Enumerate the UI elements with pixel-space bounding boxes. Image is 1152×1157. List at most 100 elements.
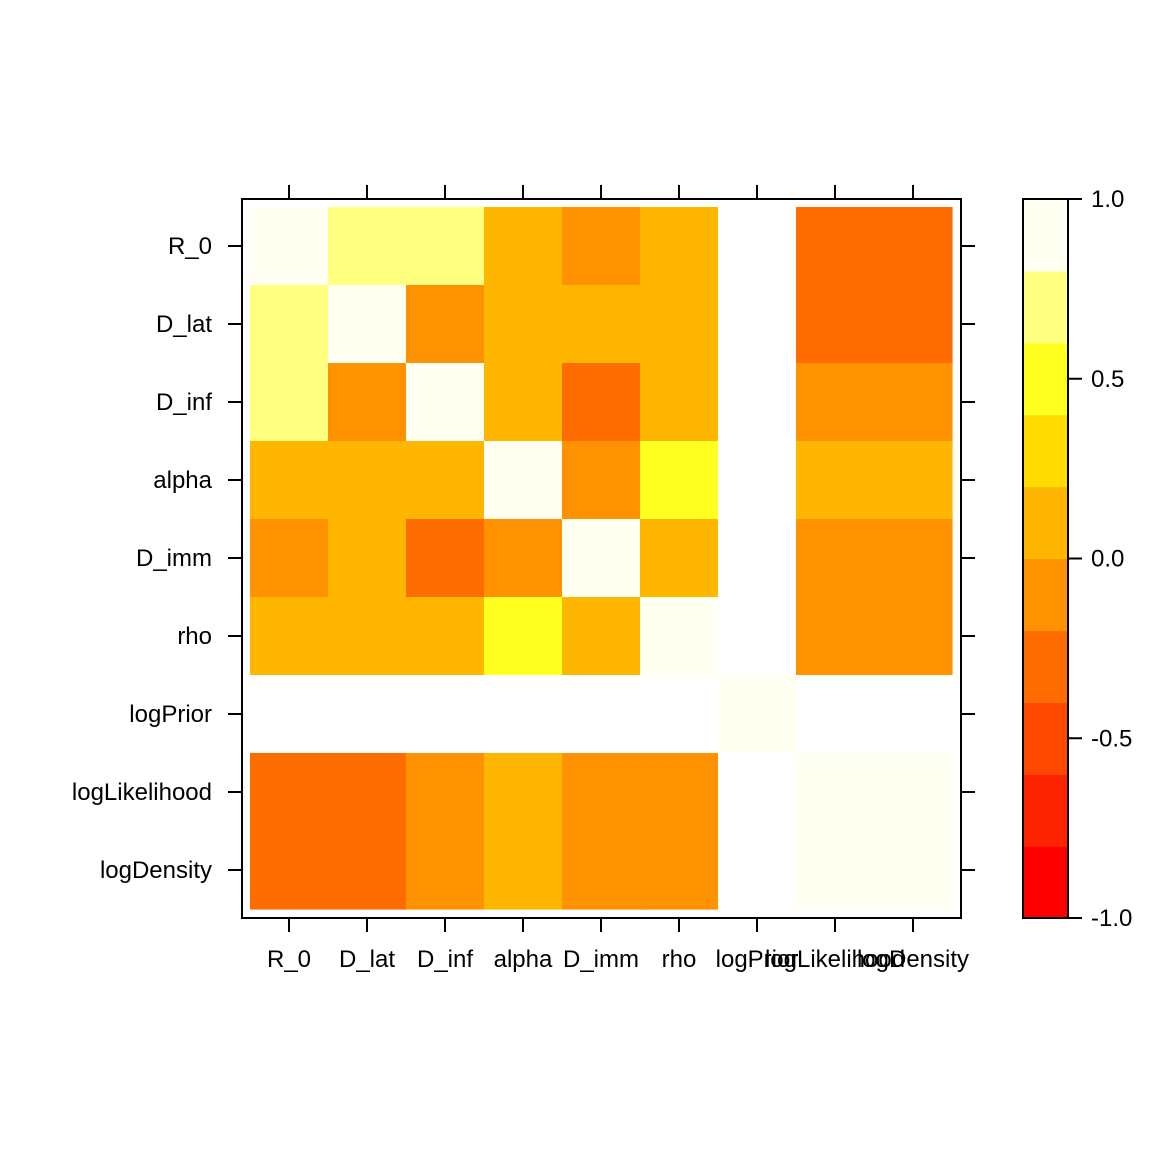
colorbar	[1022, 198, 1069, 919]
heatmap-cell	[718, 597, 797, 676]
heatmap-cell	[328, 831, 407, 910]
heatmap-cell	[640, 675, 719, 754]
heatmap-cell	[250, 753, 329, 832]
x-tick-label: logPrior	[716, 946, 799, 973]
heatmap-cell	[874, 753, 953, 832]
heatmap-cell	[250, 207, 329, 286]
y-tick-label: D_imm	[136, 545, 212, 572]
heatmap-cell	[562, 597, 641, 676]
heatmap-cell	[874, 597, 953, 676]
y-tick-label: R_0	[168, 233, 212, 260]
heatmap-cell	[328, 285, 407, 364]
heatmap-cell	[562, 831, 641, 910]
heatmap-cell	[250, 285, 329, 364]
heatmap-cell	[796, 675, 875, 754]
heatmap-cell	[562, 285, 641, 364]
x-tick-label: D_imm	[563, 946, 639, 973]
heatmap-cell	[718, 441, 797, 520]
heatmap-cell	[562, 207, 641, 286]
heatmap-cell	[562, 441, 641, 520]
colorbar-ticks: 1.0 0.5 0.0 -0.5 -1.0	[1068, 186, 1132, 932]
heatmap-cell	[640, 207, 719, 286]
heatmap-cell	[484, 285, 563, 364]
heatmap-cell	[796, 441, 875, 520]
colorbar-segment	[1023, 702, 1068, 775]
heatmap-cell	[796, 597, 875, 676]
heatmap-cell	[484, 207, 563, 286]
heatmap-cell	[640, 753, 719, 832]
heatmap-cell	[406, 597, 485, 676]
heatmap-cell	[562, 363, 641, 442]
heatmap-cell	[406, 207, 485, 286]
colorbar-tick-label: 0.5	[1091, 366, 1124, 393]
colorbar-tick-label: -1.0	[1091, 905, 1132, 932]
heatmap-cell	[640, 285, 719, 364]
x-tick-label: D_lat	[339, 946, 395, 973]
heatmap-cell	[874, 441, 953, 520]
colorbar-segment	[1023, 342, 1068, 416]
colorbar-segment	[1023, 558, 1068, 631]
heatmap-cell	[874, 285, 953, 364]
heatmap-cell	[874, 675, 953, 754]
heatmap-cell	[796, 285, 875, 364]
heatmap-cell	[328, 441, 407, 520]
heatmap-cell	[874, 831, 953, 910]
heatmap-cell	[718, 363, 797, 442]
colorbar-segment	[1023, 486, 1068, 560]
heatmap-cell	[874, 363, 953, 442]
heatmap-cell	[406, 675, 485, 754]
y-tick-label: D_lat	[156, 311, 212, 338]
heatmap-cell	[406, 285, 485, 364]
heatmap-cell	[640, 519, 719, 598]
axis-ticks	[228, 185, 975, 932]
heatmap-cell	[718, 207, 797, 286]
heatmap-cell	[406, 363, 485, 442]
colorbar-segment	[1023, 270, 1068, 344]
colorbar-tick-label: 0.0	[1091, 546, 1124, 573]
heatmap-cell	[250, 597, 329, 676]
heatmap-cell	[796, 753, 875, 832]
heatmap-cell	[640, 831, 719, 910]
heatmap-cell	[562, 519, 641, 598]
colorbar-segment	[1023, 846, 1068, 919]
heatmap-cell	[328, 753, 407, 832]
x-tick-label: alpha	[494, 946, 553, 973]
heatmap-cell	[874, 207, 953, 286]
heatmap-cell	[328, 363, 407, 442]
heatmap-cell	[718, 675, 797, 754]
heatmap-cell	[406, 831, 485, 910]
heatmap-cell	[328, 675, 407, 754]
heatmap-cell	[796, 519, 875, 598]
x-tick-labels: R_0 D_lat D_inf alpha D_imm rho logPriorlogLik…	[267, 946, 969, 973]
heatmap-cell	[484, 753, 563, 832]
heatmap-cell	[328, 519, 407, 598]
colorbar-segment	[1023, 199, 1068, 272]
heatmap-cell	[796, 363, 875, 442]
y-tick-label: logPrior	[129, 701, 212, 728]
y-tick-label: D_inf	[156, 389, 212, 416]
heatmap-cell	[718, 285, 797, 364]
heatmap-cell	[562, 675, 641, 754]
heatmap-cell	[562, 753, 641, 832]
heatmap-cell	[874, 519, 953, 598]
y-tick-label: logDensity	[100, 857, 212, 884]
y-tick-label: logLikelihood	[72, 779, 212, 806]
y-tick-label: alpha	[153, 467, 212, 494]
x-tick-label: logLikelihood	[765, 946, 905, 973]
heatmap-cell	[250, 831, 329, 910]
x-tick-label: logDensity	[857, 946, 969, 973]
y-tick-label: rho	[177, 623, 212, 650]
heatmap-cell	[328, 597, 407, 676]
heatmap-cell	[406, 441, 485, 520]
heatmap-cell	[796, 207, 875, 286]
x-tick-label: R_0	[267, 946, 311, 973]
heatmap-cell	[718, 519, 797, 598]
heatmap-cell	[406, 753, 485, 832]
heatmap-cell	[640, 597, 719, 676]
colorbar-tick-label: 1.0	[1091, 186, 1124, 213]
colorbar-segment	[1023, 414, 1068, 488]
heatmap-cell	[484, 441, 563, 520]
heatmap-cell	[328, 207, 407, 286]
